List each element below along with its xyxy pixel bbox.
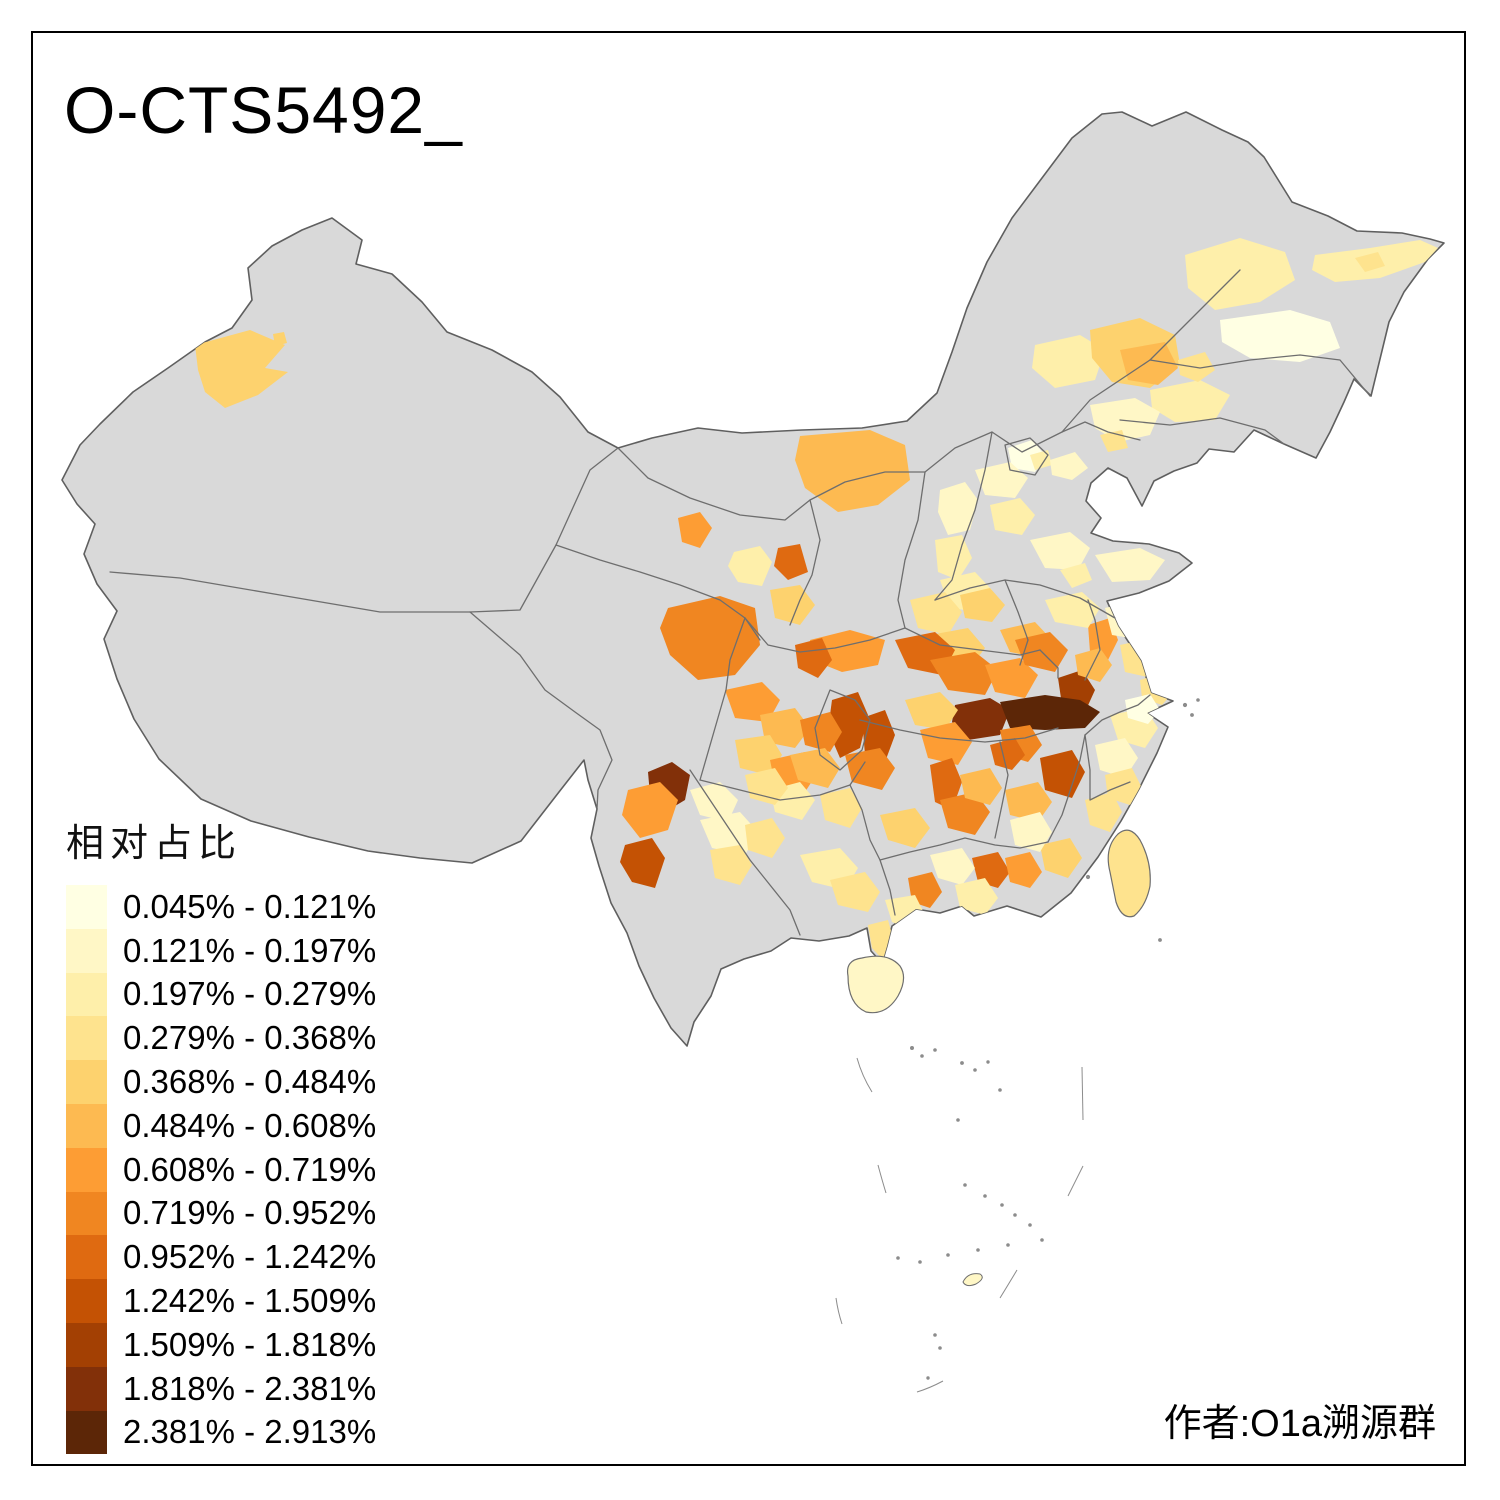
prefecture-patches — [195, 238, 1438, 962]
legend-label: 0.608% - 0.719% — [123, 1150, 377, 1188]
legend-row: 2.381% - 2.913% — [66, 1410, 377, 1455]
islands — [846, 829, 1151, 1014]
legend-row: 0.952% - 1.242% — [66, 1235, 377, 1280]
legend-row: 0.045% - 0.121% — [66, 885, 376, 929]
legend-label: 0.719% - 0.952% — [123, 1194, 377, 1232]
legend-label: 1.818% - 2.381% — [123, 1369, 377, 1407]
legend-label: 1.242% - 1.509% — [123, 1282, 377, 1320]
legend-label: 0.952% - 1.242% — [123, 1238, 377, 1276]
legend-swatch — [66, 1410, 107, 1455]
legend-swatch — [66, 1060, 107, 1104]
legend-row: 0.368% - 0.484% — [66, 1060, 376, 1104]
legend-swatch — [66, 1322, 107, 1367]
legend-label: 0.484% - 0.608% — [123, 1106, 377, 1144]
hainan-island — [846, 955, 905, 1014]
legend-row: 0.608% - 0.719% — [66, 1147, 377, 1192]
legend-row: 0.279% - 0.368% — [66, 1016, 377, 1061]
legend-swatch — [66, 1103, 107, 1148]
legend-row: 0.197% - 0.279% — [66, 972, 377, 1017]
legend-swatch — [66, 1016, 107, 1061]
legend-label: 0.279% - 0.368% — [123, 1019, 377, 1057]
taiwan-island — [1107, 829, 1151, 918]
province-borders — [109, 269, 1371, 936]
legend: 相对占比 0.045% - 0.121% 0.121% - 0.197% 0.1… — [66, 812, 377, 1455]
south-china-sea-features — [835, 698, 1200, 1393]
legend-label: 0.368% - 0.484% — [123, 1063, 377, 1101]
legend-label: 0.045% - 0.121% — [123, 887, 377, 925]
legend-swatch — [66, 885, 107, 929]
legend-swatch — [66, 972, 107, 1017]
legend-swatch — [66, 928, 107, 973]
legend-label: 2.381% - 2.913% — [123, 1413, 377, 1451]
legend-row: 0.719% - 0.952% — [66, 1191, 377, 1236]
legend-items: 0.045% - 0.121% 0.121% - 0.197% 0.197% -… — [66, 885, 377, 1455]
attribution-text: 作者:O1a溯源群 — [1163, 1403, 1436, 1445]
legend-row: 1.509% - 1.818% — [66, 1322, 377, 1367]
legend-row: 1.242% - 1.509% — [66, 1279, 376, 1323]
legend-label: 1.509% - 1.818% — [123, 1325, 377, 1363]
legend-title: 相对占比 — [66, 823, 243, 865]
legend-label: 0.121% - 0.197% — [123, 931, 377, 969]
legend-swatch — [66, 1235, 107, 1280]
small-island — [962, 1273, 983, 1287]
legend-swatch — [66, 1366, 107, 1411]
legend-row: 1.818% - 2.381% — [66, 1366, 377, 1411]
map-title: O-CTS5492_ — [64, 73, 463, 147]
legend-swatch — [66, 1147, 107, 1192]
legend-label: 0.197% - 0.279% — [123, 975, 377, 1013]
legend-swatch — [66, 1191, 107, 1236]
legend-row: 0.484% - 0.608% — [66, 1103, 377, 1148]
legend-swatch — [66, 1279, 107, 1323]
legend-row: 0.121% - 0.197% — [66, 928, 377, 973]
